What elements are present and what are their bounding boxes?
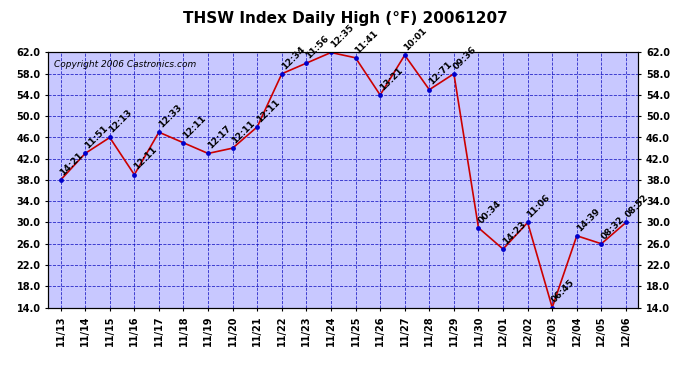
Point	[301, 60, 312, 66]
Point	[571, 233, 582, 239]
Text: 12:11: 12:11	[230, 119, 257, 146]
Text: 12:33: 12:33	[157, 103, 184, 129]
Point	[546, 304, 558, 310]
Text: 11:51: 11:51	[83, 124, 110, 151]
Text: 08:32: 08:32	[599, 214, 626, 241]
Text: 12:11: 12:11	[181, 113, 208, 140]
Text: 12:34: 12:34	[279, 44, 306, 71]
Point	[473, 225, 484, 231]
Text: 11:06: 11:06	[526, 193, 552, 220]
Point	[497, 246, 509, 252]
Text: 14:21: 14:21	[59, 150, 85, 177]
Point	[227, 145, 238, 151]
Text: 08:52: 08:52	[624, 193, 650, 220]
Point	[350, 55, 361, 61]
Point	[400, 52, 411, 58]
Text: 12:11: 12:11	[255, 98, 282, 124]
Point	[153, 129, 164, 135]
Point	[129, 172, 140, 178]
Point	[55, 177, 66, 183]
Point	[79, 150, 90, 156]
Point	[596, 241, 607, 247]
Point	[620, 219, 631, 225]
Point	[375, 92, 386, 98]
Point	[448, 71, 460, 77]
Text: 11:41: 11:41	[353, 28, 380, 55]
Text: 10:01: 10:01	[402, 26, 429, 53]
Point	[424, 87, 435, 93]
Point	[522, 219, 533, 225]
Text: 14:23: 14:23	[501, 220, 528, 246]
Text: 06:45: 06:45	[550, 278, 577, 305]
Text: THSW Index Daily High (°F) 20061207: THSW Index Daily High (°F) 20061207	[183, 11, 507, 26]
Text: 00:34: 00:34	[476, 198, 503, 225]
Point	[276, 71, 287, 77]
Text: 12:11: 12:11	[132, 145, 159, 172]
Text: 09:36: 09:36	[452, 44, 478, 71]
Text: 12:35: 12:35	[329, 23, 355, 50]
Point	[252, 124, 263, 130]
Point	[178, 140, 189, 146]
Text: Copyright 2006 Castronics.com: Copyright 2006 Castronics.com	[55, 60, 197, 69]
Point	[203, 150, 214, 156]
Text: 14:39: 14:39	[575, 206, 602, 233]
Text: 12:17: 12:17	[206, 124, 233, 151]
Text: 12:71: 12:71	[427, 60, 454, 87]
Text: 11:56: 11:56	[304, 34, 331, 60]
Text: 12:13: 12:13	[108, 108, 134, 135]
Point	[104, 135, 115, 141]
Text: 13:21: 13:21	[378, 66, 404, 92]
Point	[326, 50, 337, 55]
